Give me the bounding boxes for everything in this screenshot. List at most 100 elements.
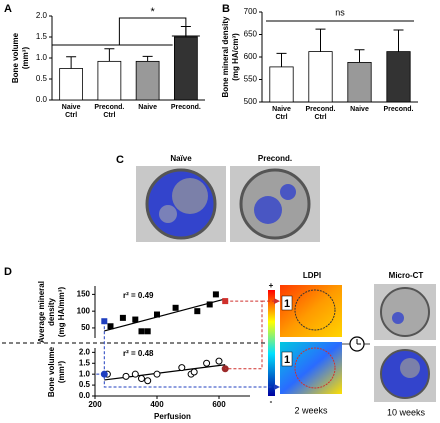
sig-bracket xyxy=(118,17,187,45)
y-tick-label: 2.0 xyxy=(36,11,48,20)
image-title: Precond. xyxy=(258,154,292,163)
y-axis-label: (mg HA/cm³) xyxy=(231,33,240,81)
bar xyxy=(308,51,333,103)
bar xyxy=(59,68,84,101)
bar xyxy=(173,36,198,101)
point xyxy=(172,304,179,311)
scale-label: - xyxy=(270,397,273,406)
x-tick-label: 600 xyxy=(212,400,226,409)
label-line: Ctrl xyxy=(275,114,287,121)
point xyxy=(190,368,198,376)
y-tick-label: 700 xyxy=(244,7,258,16)
caption: 2 weeks xyxy=(294,405,328,415)
error-bar xyxy=(104,48,115,62)
y-axis-label: (mm³) xyxy=(57,361,66,384)
image-label: 1 xyxy=(284,298,290,310)
error-bar xyxy=(354,49,365,63)
y-tick-label: 50 xyxy=(81,323,90,332)
point xyxy=(215,357,223,365)
label-line: Naive xyxy=(350,106,369,113)
y-tick-label: 150 xyxy=(77,289,91,298)
label-line: Naive xyxy=(272,106,291,113)
point xyxy=(132,316,139,323)
x-tick-label: Precond. Ctrl xyxy=(94,104,124,119)
micro-ct-image xyxy=(374,346,436,402)
label-line: Naive xyxy=(138,104,157,111)
y-axis-label: (mm³) xyxy=(21,47,30,70)
point xyxy=(122,372,130,380)
label-line: Ctrl xyxy=(103,112,115,119)
label-line: Ctrl xyxy=(314,114,326,121)
x-tick-label: Precond. xyxy=(171,104,201,111)
timer-icon xyxy=(342,336,370,352)
point xyxy=(206,301,213,308)
y-tick-label: 1.5 xyxy=(79,358,91,367)
fit-line xyxy=(104,298,226,332)
y-tick-label: 2.0 xyxy=(79,347,91,356)
y-tick-label: 1.0 xyxy=(79,369,91,378)
point xyxy=(144,328,151,335)
micro-ct-title: Micro-CT xyxy=(389,271,424,280)
point xyxy=(119,314,126,321)
micro-ct-image xyxy=(230,166,320,242)
bar xyxy=(269,66,294,103)
point xyxy=(178,364,186,372)
label-line: Naive xyxy=(62,104,81,111)
error-bar xyxy=(276,52,287,67)
fit-line xyxy=(104,364,226,381)
point xyxy=(138,375,145,383)
micro-ct-image xyxy=(136,166,226,242)
y-tick-label: 1.5 xyxy=(36,32,48,41)
scale-label: + xyxy=(269,281,274,290)
label-line: Precond. xyxy=(384,106,414,113)
y-tick-label: 550 xyxy=(244,75,258,84)
x-axis-label: Perfusion xyxy=(154,412,191,421)
panel-label: A xyxy=(4,3,12,15)
ldpi-image xyxy=(280,285,342,337)
panel-label: B xyxy=(222,3,230,15)
micro-ct-image xyxy=(374,284,436,340)
y-axis-label: Bone volume xyxy=(11,32,20,83)
y-axis-label: Bone volume xyxy=(47,346,56,397)
label-line: Precond. xyxy=(171,104,201,111)
point xyxy=(203,359,211,367)
point xyxy=(153,370,161,378)
point xyxy=(131,370,139,378)
panel-label: C xyxy=(116,154,124,166)
bar xyxy=(97,60,122,101)
x-tick-label: Naive xyxy=(350,106,369,113)
point xyxy=(138,328,145,335)
caption: 10 weeks xyxy=(387,407,426,417)
x-tick-label: 200 xyxy=(88,400,102,409)
x-tick-label: Precond. Ctrl xyxy=(306,106,336,121)
x-tick-label: 400 xyxy=(150,400,164,409)
bar xyxy=(386,51,411,103)
error-bar xyxy=(142,55,153,62)
error-bar xyxy=(66,56,77,69)
x-tick-label: Naive Ctrl xyxy=(272,106,291,121)
r-squared: r² = 0.49 xyxy=(123,291,154,300)
x-tick-label: Naive Ctrl xyxy=(62,104,81,119)
y-tick-label: 0.0 xyxy=(36,95,48,104)
ldpi-image xyxy=(280,342,342,394)
y-axis-label: (mg HA/mm³) xyxy=(57,287,66,338)
image-label: 1 xyxy=(284,354,290,366)
error-bar xyxy=(315,28,326,52)
bar xyxy=(135,60,160,101)
r-squared: r² = 0.48 xyxy=(123,349,154,358)
connector xyxy=(103,321,280,390)
panel-label: D xyxy=(4,266,12,278)
y-axis-label: density xyxy=(47,297,56,326)
y-tick-label: 650 xyxy=(244,30,258,39)
error-bar xyxy=(393,29,404,52)
significance: * xyxy=(150,6,155,18)
point xyxy=(144,377,152,385)
y-tick-label: 600 xyxy=(244,52,258,61)
y-tick-label: 500 xyxy=(244,97,258,106)
y-axis-label: Bone mineral density xyxy=(221,16,230,97)
y-tick-label: 0.5 xyxy=(79,380,91,389)
y-tick-label: 100 xyxy=(77,306,91,315)
color-scale xyxy=(268,290,275,396)
